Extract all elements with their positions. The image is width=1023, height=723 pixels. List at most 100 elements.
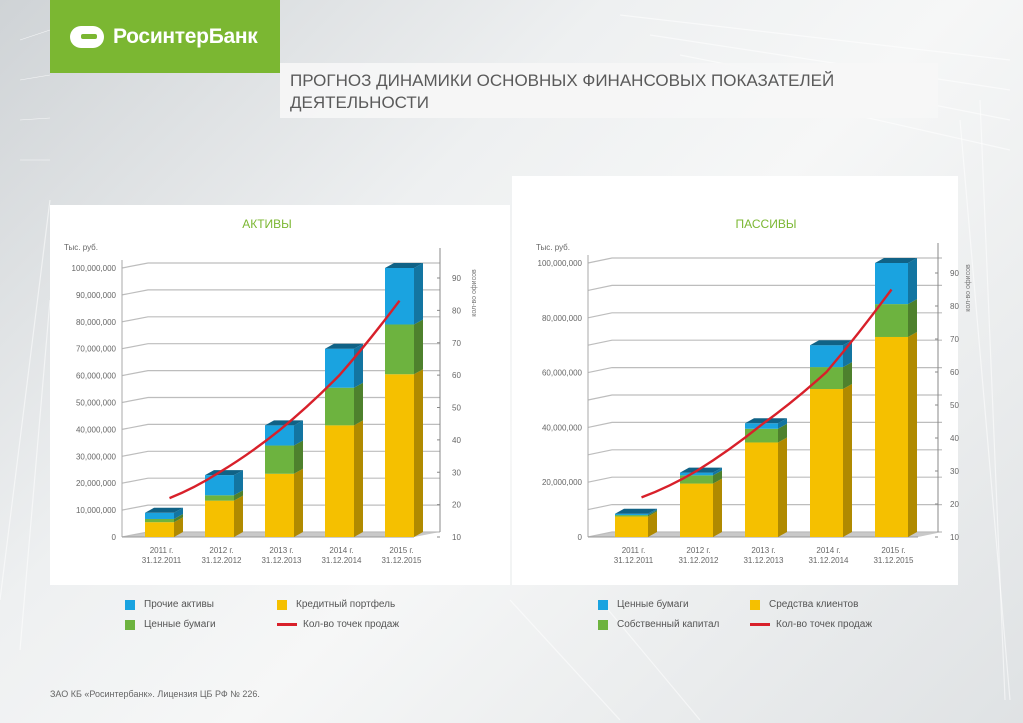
y2-tick-label: 50: [950, 401, 959, 410]
gridline: [121, 316, 440, 323]
liab-chart: ПАССИВЫ Тыс. руб. 0 20,000,000 40,000,000 60,…: [536, 217, 972, 565]
bar-segment-side: [843, 384, 852, 537]
legend-color-swatch: [125, 599, 135, 610]
bar-segment-side: [648, 508, 657, 516]
bar-segment: [385, 374, 414, 537]
x-tick-label: 2012 г.: [209, 546, 233, 555]
bar-segment-side: [908, 331, 917, 537]
bar-segment-side: [294, 420, 303, 446]
y-tick-label: 40,000,000: [542, 423, 583, 432]
y-tick-label: 40,000,000: [76, 425, 117, 434]
bar-segment-side: [648, 511, 657, 537]
bar-segment: [205, 495, 234, 501]
legend-label: Собственный капитал: [617, 619, 720, 630]
x-tick-label: 31.12.2014: [808, 556, 849, 565]
bar-segment: [145, 512, 174, 519]
footer-license: ЗАО КБ «Росинтербанк». Лицензия ЦБ РФ № …: [50, 689, 260, 699]
bar-segment-side: [908, 258, 917, 305]
bar-segment: [875, 304, 908, 337]
bar-segment: [325, 425, 354, 537]
bar-segment: [745, 428, 778, 443]
y2-tick-label: 60: [950, 368, 959, 377]
y2-tick-label: 70: [452, 339, 461, 348]
x-tick-label: 31.12.2011: [142, 556, 182, 565]
bar-segment-side: [414, 263, 423, 325]
chart-title: ПАССИВЫ: [736, 217, 797, 231]
bar-segment: [875, 336, 908, 537]
y2-tick-label: 80: [950, 302, 959, 311]
bar-segment-side: [908, 299, 917, 337]
x-tick-label: 2015 г.: [881, 546, 905, 555]
legend-item: Ценные бумаги: [125, 619, 216, 630]
bar-segment: [615, 515, 648, 517]
bar-top: [875, 258, 917, 263]
bar-segment: [265, 473, 294, 537]
legend-line-swatch: [277, 623, 297, 626]
bar-segment-side: [713, 470, 722, 484]
bar-top: [265, 420, 303, 426]
x-tick-label: 31.12.2011: [614, 556, 654, 565]
y2-tick-label: 30: [452, 468, 461, 477]
bar-top: [615, 508, 657, 514]
x-tick-label: 2014 г.: [816, 546, 840, 555]
legend-label: Кол-во точек продаж: [303, 619, 400, 630]
bar-segment: [810, 367, 843, 390]
x-tick-label: 2011 г.: [150, 546, 174, 555]
legend-color-swatch: [598, 619, 608, 630]
bar-segment-side: [713, 478, 722, 537]
bar-segment-side: [778, 418, 787, 429]
y2-tick-label: 90: [950, 269, 959, 278]
bar-segment-side: [414, 319, 423, 375]
bar-segment: [145, 522, 174, 537]
x-tick-label: 31.12.2015: [873, 556, 914, 565]
chart-title: АКТИВЫ: [242, 217, 292, 231]
bar-segment-side: [174, 517, 183, 537]
bar-top: [145, 507, 183, 513]
x-tick-label: 31.12.2012: [678, 556, 719, 565]
bar-segment: [325, 387, 354, 426]
legend-item: Средства клиентов: [750, 599, 858, 610]
y2-axis-label: кол-во офисов: [965, 264, 972, 312]
bar-segment: [265, 425, 294, 446]
brand-name: РосинтерБанк: [113, 24, 258, 48]
y2-tick-label: 80: [452, 306, 461, 315]
x-tick-label: 2011 г.: [622, 546, 646, 555]
y-tick-label: 80,000,000: [542, 314, 583, 323]
bar-segment-side: [174, 513, 183, 523]
bar-segment: [680, 475, 713, 484]
brand-logo: РосинтерБанк: [50, 0, 280, 73]
legend-item: Собственный капитал: [598, 619, 719, 630]
bar-segment-side: [294, 440, 303, 474]
legend-label: Кредитный портфель: [296, 599, 396, 610]
bar-segment: [745, 442, 778, 537]
x-tick-label: 2015 г.: [389, 546, 413, 555]
bar-segment: [615, 516, 648, 537]
bar-segment-side: [778, 437, 787, 537]
y-axis-unit-label: Тыс. руб.: [64, 243, 98, 252]
y2-tick-label: 30: [950, 467, 959, 476]
legend-label: Прочие активы: [144, 599, 214, 610]
bar-segment: [265, 445, 294, 474]
y-tick-label: 10,000,000: [76, 506, 117, 515]
assets-chart: АКТИВЫ Тыс. руб. 0 10,000,000 20,000,000 30,0…: [64, 217, 478, 565]
y-tick-label: 80,000,000: [76, 318, 117, 327]
x-tick-label: 31.12.2014: [321, 556, 362, 565]
bar-segment: [810, 389, 843, 537]
legend-color-swatch: [750, 599, 760, 610]
y2-axis-label: кол-во офисов: [471, 269, 478, 317]
x-tick-label: 31.12.2013: [261, 556, 302, 565]
bar-segment-side: [174, 507, 183, 519]
y2-tick-label: 40: [950, 434, 959, 443]
y2-tick-label: 20: [950, 500, 959, 509]
x-tick-label: 31.12.2013: [743, 556, 784, 565]
y-tick-label: 50,000,000: [76, 399, 117, 408]
bar-top: [385, 263, 423, 268]
bar-top: [325, 343, 363, 349]
y2-tick-label: 50: [452, 404, 461, 413]
x-tick-label: 31.12.2012: [201, 556, 242, 565]
y-axis-unit-label: Тыс. руб.: [536, 243, 570, 252]
sales-points-line: [169, 299, 401, 500]
bar-segment-side: [354, 382, 363, 426]
legend-item: Кол-во точек продаж: [277, 619, 399, 630]
